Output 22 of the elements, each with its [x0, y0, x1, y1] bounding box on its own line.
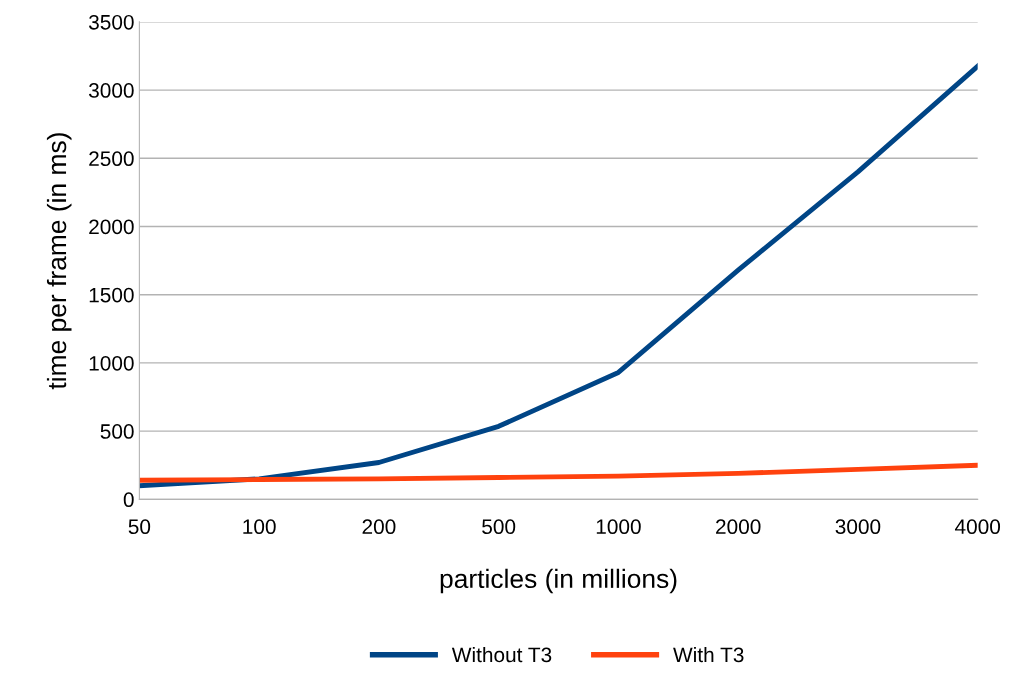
y-tick-label: 1000 — [89, 355, 134, 371]
y-tick-label: 2500 — [89, 151, 134, 167]
x-tick-label: 200 — [362, 519, 396, 535]
y-tick-label: 0 — [123, 492, 134, 508]
x-tick-label: 100 — [243, 519, 276, 535]
x-tick-label: 2000 — [716, 519, 761, 535]
x-tick-label: 1000 — [596, 519, 641, 535]
x-tick-label: 4000 — [954, 519, 1001, 535]
y-tick-label: 1500 — [89, 287, 134, 303]
y-tick-label: 500 — [100, 424, 134, 439]
y-tick-label: 3000 — [88, 83, 134, 98]
line-series — [139, 462, 978, 483]
y-tick-label: 2000 — [89, 219, 134, 235]
legend-label: With T3 — [673, 646, 744, 663]
x-tick-label: 500 — [482, 519, 516, 535]
line-series — [139, 63, 978, 489]
x-tick-label: 50 — [128, 519, 151, 535]
y-axis-title: time per frame (in ms) — [46, 133, 72, 390]
x-tick-label: 3000 — [835, 519, 881, 535]
legend-label: Without T3 — [451, 646, 552, 663]
x-axis-title: particles (in millions) — [440, 568, 677, 594]
y-tick-label: 3500 — [88, 14, 134, 30]
